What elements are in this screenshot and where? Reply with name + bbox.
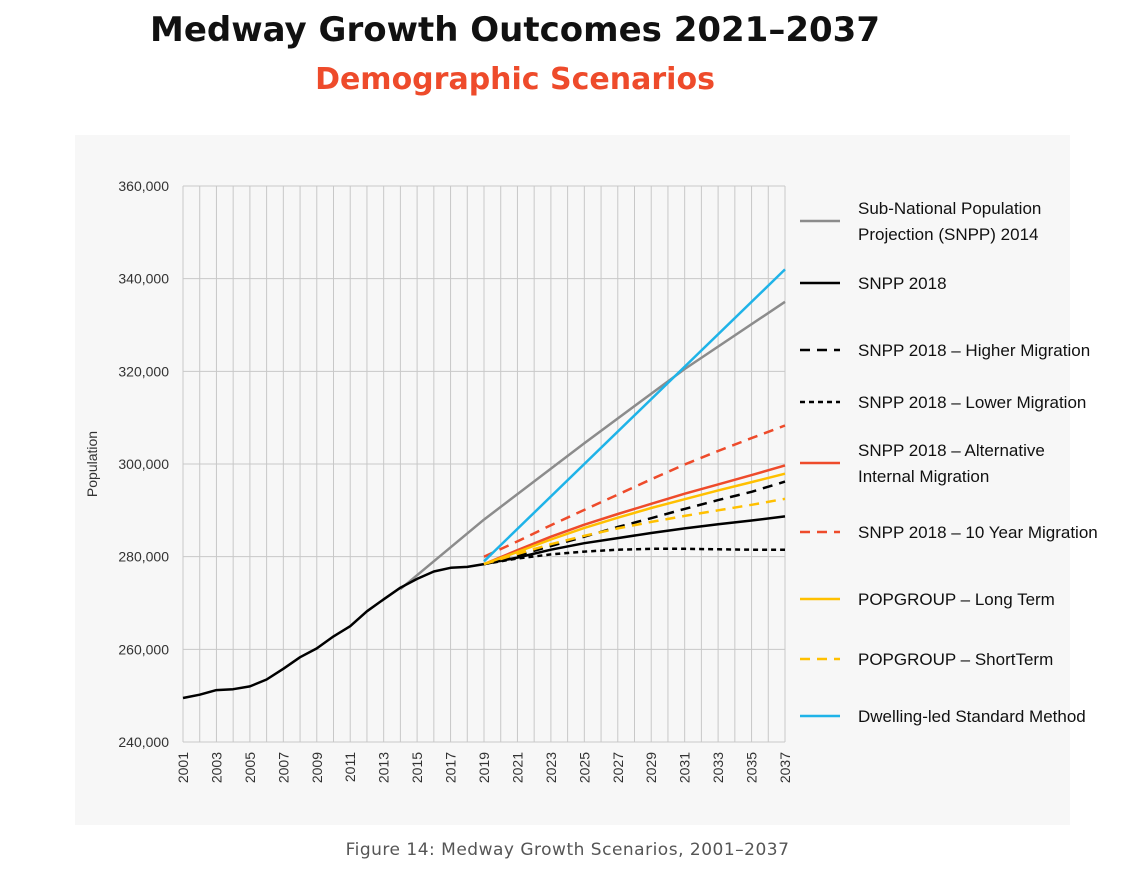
y-tick-label: 320,000 bbox=[118, 363, 169, 379]
legend-label-2: SNPP 2018 bbox=[858, 274, 947, 293]
x-tick-label: 2025 bbox=[576, 752, 592, 783]
series-line-1 bbox=[399, 300, 786, 591]
legend-label-1: Sub-National Population bbox=[858, 199, 1041, 218]
y-tick-label: 360,000 bbox=[118, 178, 169, 194]
chart-panel bbox=[75, 135, 1070, 825]
x-tick-label: 2027 bbox=[610, 752, 626, 783]
axis-layer: 240,000 260,000 280,000 300,000 320,000 340,0… bbox=[84, 178, 793, 783]
figure-caption: Figure 14: Medway Growth Scenarios, 2001… bbox=[345, 840, 790, 860]
legend-label-1: Projection (SNPP) 2014 bbox=[858, 225, 1038, 244]
series-line-7 bbox=[483, 472, 786, 566]
x-tick-label: 2011 bbox=[342, 752, 358, 782]
series-layer bbox=[182, 268, 786, 700]
legend-label-9: Dwelling-led Standard Method bbox=[858, 707, 1086, 726]
x-tick-label: 2037 bbox=[777, 752, 793, 783]
x-tick-label: 2031 bbox=[677, 752, 693, 783]
chart-title: Medway Growth Outcomes 2021–2037 bbox=[150, 10, 880, 50]
series-line-8 bbox=[483, 497, 786, 566]
y-tick-label: 240,000 bbox=[118, 734, 169, 750]
x-tick-label: 2009 bbox=[309, 752, 325, 783]
x-tick-label: 2033 bbox=[710, 752, 726, 783]
y-tick-label: 280,000 bbox=[118, 549, 169, 565]
x-tick-label: 2023 bbox=[543, 752, 559, 783]
legend-label-5: Internal Migration bbox=[858, 467, 989, 486]
legend-label-8: POPGROUP – ShortTerm bbox=[858, 650, 1053, 669]
x-tick-label: 2019 bbox=[476, 752, 492, 783]
series-line-5 bbox=[483, 464, 786, 566]
series-line-3 bbox=[483, 480, 786, 566]
legend-label-5: SNPP 2018 – Alternative bbox=[858, 441, 1045, 460]
series-line-2 bbox=[182, 515, 786, 700]
y-axis-label: Population bbox=[84, 431, 100, 497]
y-tick-label: 300,000 bbox=[118, 456, 169, 472]
series-line-9 bbox=[483, 268, 786, 563]
legend-label-7: POPGROUP – Long Term bbox=[858, 590, 1055, 609]
legend-label-6: SNPP 2018 – 10 Year Migration bbox=[858, 523, 1098, 542]
legend-label-3: SNPP 2018 – Higher Migration bbox=[858, 341, 1090, 360]
y-tick-label: 340,000 bbox=[118, 271, 169, 287]
x-tick-label: 2005 bbox=[242, 752, 258, 783]
x-tick-label: 2029 bbox=[643, 752, 659, 783]
x-tick-label: 2003 bbox=[208, 752, 224, 783]
x-tick-label: 2021 bbox=[509, 752, 525, 783]
x-tick-label: 2015 bbox=[409, 752, 425, 783]
x-tick-label: 2035 bbox=[744, 752, 760, 783]
x-tick-label: 2013 bbox=[376, 752, 392, 783]
legend-label-4: SNPP 2018 – Lower Migration bbox=[858, 393, 1086, 412]
x-tick-label: 2017 bbox=[443, 752, 459, 783]
chart-subtitle: Demographic Scenarios bbox=[315, 62, 715, 97]
legend-layer: Sub-National Population Projection (SNPP)… bbox=[800, 199, 1098, 726]
x-tick-label: 2007 bbox=[275, 752, 291, 783]
y-tick-label: 260,000 bbox=[118, 641, 169, 657]
series-line-6 bbox=[483, 424, 786, 558]
x-tick-label: 2001 bbox=[175, 752, 191, 783]
grid-layer bbox=[182, 185, 786, 743]
